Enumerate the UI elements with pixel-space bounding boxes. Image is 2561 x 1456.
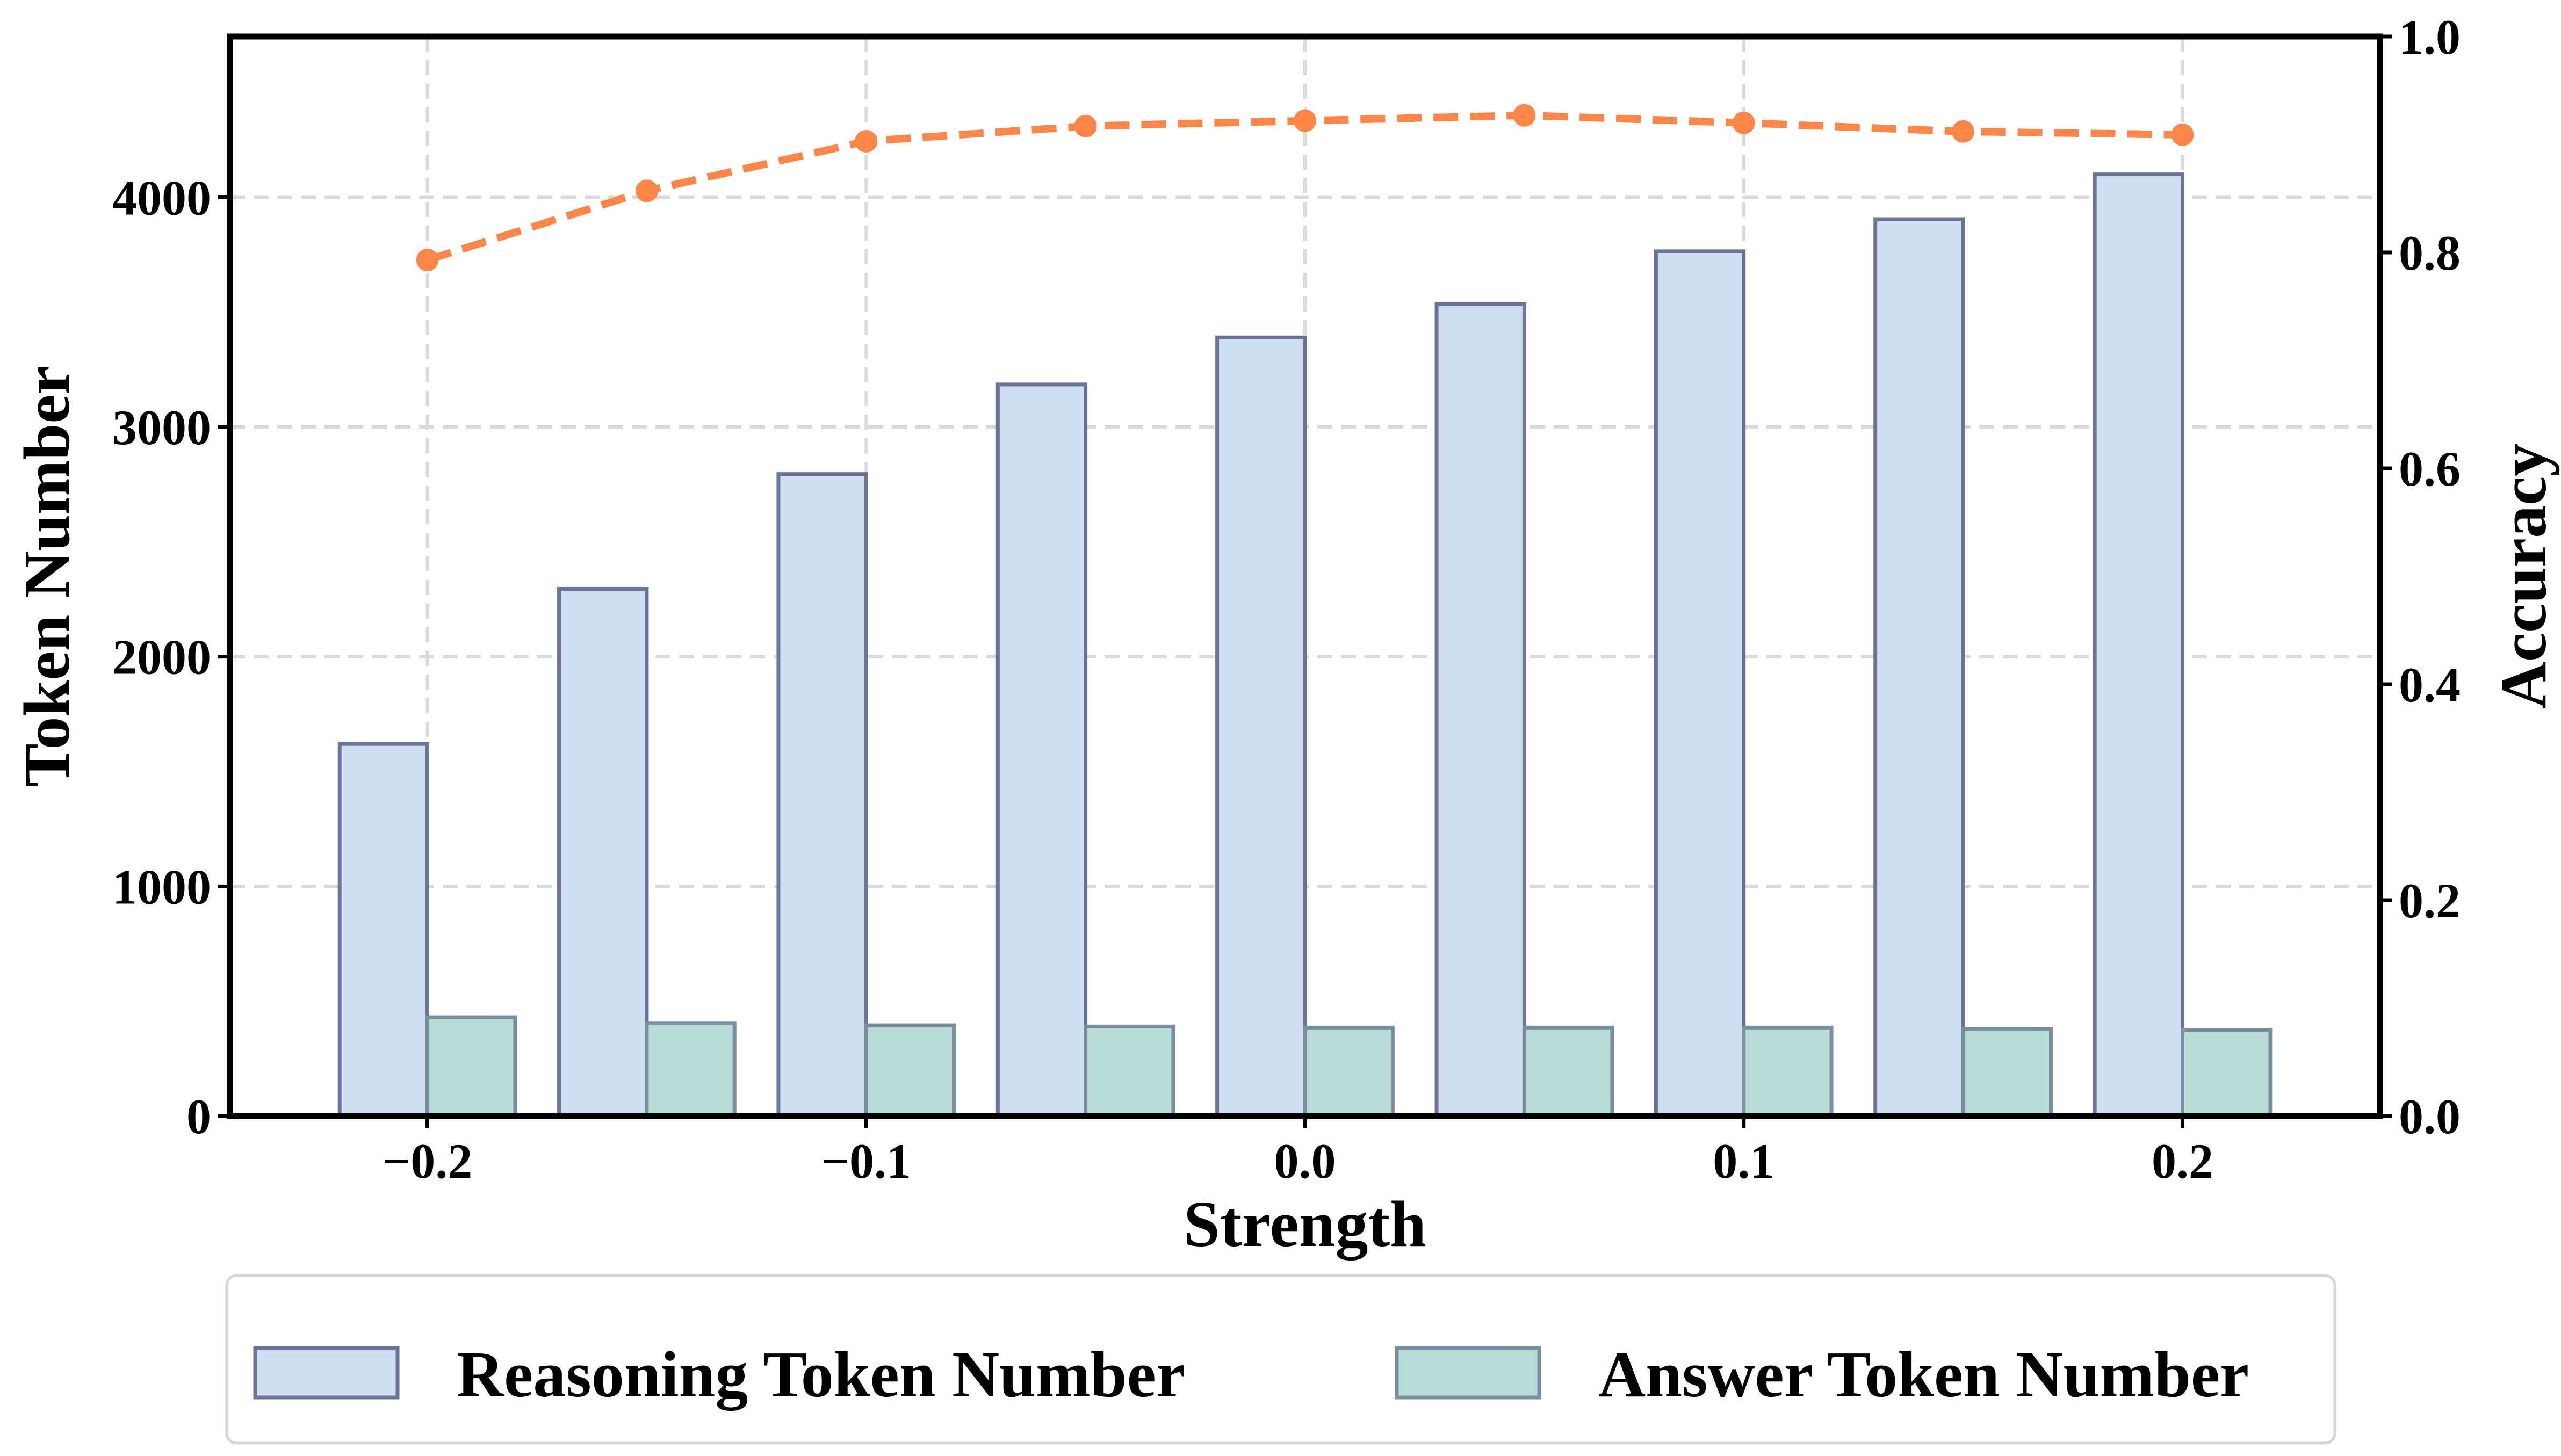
bar-answer-5	[1522, 1025, 1614, 1118]
x-tick-label-1: −0.1	[821, 1134, 911, 1189]
bar-reasoning-0	[337, 742, 430, 1118]
bar-answer-8	[2180, 1028, 2273, 1118]
bar-reasoning-6	[1654, 249, 1746, 1118]
bar-answer-4	[1303, 1025, 1395, 1118]
y-tick-label-right-4: 0.8	[2399, 226, 2461, 280]
bars	[337, 172, 2273, 1118]
legend: Reasoning Token Number Answer Token Numb…	[225, 1274, 2336, 1445]
bar-answer-2	[864, 1023, 956, 1118]
bar-reasoning-8	[2093, 172, 2184, 1118]
x-tick-label-2: 0.0	[1274, 1134, 1336, 1189]
y-tick-label-left-1: 1000	[112, 859, 211, 914]
legend-label-answer: Answer Token Number	[1598, 1338, 2249, 1411]
bar-answer-3	[1084, 1024, 1175, 1118]
bar-reasoning-5	[1434, 302, 1526, 1118]
bar-answer-6	[1742, 1025, 1834, 1118]
y-tick-label-right-1: 0.2	[2399, 873, 2461, 928]
y-tick-label-right-0: 0.0	[2399, 1089, 2461, 1144]
accuracy-point-8	[2171, 123, 2194, 146]
bar-answer-7	[1961, 1026, 2053, 1118]
accuracy-point-0	[416, 249, 439, 272]
accuracy-point-6	[1732, 111, 1755, 134]
accuracy-line-group	[416, 104, 2194, 272]
legend-swatch-reasoning	[253, 1346, 400, 1400]
bar-reasoning-1	[557, 587, 649, 1118]
y-tick-label-left-4: 4000	[112, 170, 211, 225]
bar-answer-0	[425, 1015, 517, 1118]
tick-marks: −0.2 −0.1 0.0 0.1 0.2 0 1000 2000 3000 4000 0.0 0.2…	[112, 10, 2461, 1189]
legend-label-reasoning: Reasoning Token Number	[457, 1338, 1185, 1411]
x-tick-label-3: 0.1	[1713, 1134, 1774, 1189]
bar-reasoning-4	[1215, 335, 1307, 1118]
y-tick-label-right-2: 0.4	[2399, 657, 2461, 712]
accuracy-point-7	[1952, 120, 1975, 143]
y-tick-label-right-3: 0.6	[2399, 441, 2461, 496]
y-tick-label-left-0: 0	[186, 1089, 211, 1144]
bar-reasoning-3	[995, 382, 1088, 1118]
y-tick-label-left-3: 3000	[112, 400, 211, 455]
y-axis-label-right: Accuracy	[2487, 444, 2560, 709]
y-tick-label-left-2: 2000	[112, 630, 211, 685]
x-tick-label-0: −0.2	[383, 1134, 472, 1189]
legend-box	[225, 1274, 2336, 1445]
bar-reasoning-7	[1873, 217, 1965, 1118]
accuracy-point-1	[635, 179, 658, 202]
x-tick-label-4: 0.2	[2152, 1134, 2213, 1189]
y-axis-label-left: Token Number	[11, 365, 83, 787]
legend-swatch-answer	[1395, 1346, 1541, 1400]
accuracy-point-5	[1513, 104, 1536, 127]
bar-reasoning-2	[776, 472, 868, 1118]
x-axis-label: Strength	[1184, 1188, 1426, 1261]
y-tick-label-right-5: 1.0	[2399, 10, 2461, 64]
accuracy-point-2	[855, 129, 878, 153]
accuracy-point-4	[1294, 109, 1316, 132]
bar-answer-1	[645, 1021, 737, 1118]
accuracy-point-3	[1074, 114, 1097, 137]
